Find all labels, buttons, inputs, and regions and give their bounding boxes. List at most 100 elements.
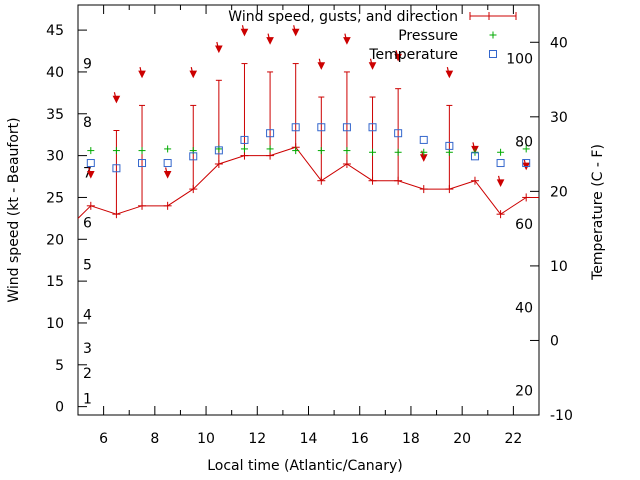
wind-direction-arrow (163, 167, 172, 179)
x-tick-labels: 6 8 10 12 14 16 18 20 22 (99, 431, 522, 447)
tick-marks (77, 5, 540, 416)
x-tick-label: 18 (402, 431, 420, 447)
wind-direction-arrow (394, 50, 402, 62)
wind-direction-arrow (215, 41, 223, 54)
temperature-point (342, 123, 351, 132)
beaufort-label: 1 (83, 391, 92, 407)
legend-wind-swatch (469, 12, 517, 20)
y-left-tick-label: 45 (46, 23, 64, 39)
y-left-tick-label: 35 (46, 107, 64, 123)
y-left-tick-label: 5 (55, 358, 64, 374)
wind-arrow-head (317, 62, 326, 70)
wind-direction-arrow (240, 25, 249, 37)
fahrenheit-labels: 20 40 60 80 100 (506, 52, 533, 400)
legend-temperature-swatch (489, 50, 497, 58)
legend-pressure-swatch (489, 31, 497, 39)
x-tick-label: 14 (300, 431, 318, 447)
beaufort-label: 2 (83, 366, 92, 382)
x-tick-label: 16 (351, 431, 369, 447)
y-right-tick-label: 30 (550, 110, 568, 126)
wind-direction-arrow (112, 92, 121, 104)
y-right-tick-label: 20 (550, 184, 568, 200)
wind-direction-arrow (317, 58, 326, 70)
wind-direction-arrow (445, 66, 454, 79)
beaufort-labels: 1 2 3 4 5 6 7 8 9 (83, 57, 92, 408)
fahrenheit-label: 60 (515, 217, 533, 233)
wind-arrow-head (189, 70, 198, 79)
y-left-tick-label: 40 (46, 65, 64, 81)
beaufort-label: 7 (83, 165, 92, 181)
y-left-tick-label: 25 (46, 190, 64, 206)
y-right-tick-label: 0 (550, 333, 559, 349)
temperature-point (317, 123, 326, 132)
temperature-point (419, 135, 428, 144)
wind-series (77, 25, 539, 219)
wind-direction-arrow (522, 159, 531, 171)
wind-arrow-head (291, 28, 300, 37)
x-tick-label: 10 (197, 431, 215, 447)
wind-direction-arrow (86, 167, 95, 179)
y-left-tick-labels: 0 5 10 15 20 25 30 35 40 45 (46, 23, 64, 416)
pressure-series (87, 145, 530, 156)
y-left-tick-label: 30 (46, 149, 64, 165)
wind-arrow-head (163, 171, 172, 179)
y-left-tick-label: 15 (46, 274, 64, 290)
x-tick-label: 12 (248, 431, 266, 447)
temperature-point (189, 152, 198, 161)
y-left-axis-label: Wind speed (kt - Beaufort) (6, 117, 22, 302)
x-tick-label: 8 (150, 431, 159, 447)
temperature-point (445, 141, 454, 150)
temperature-point (214, 146, 223, 155)
temperature-point (163, 159, 172, 168)
y-left-tick-label: 20 (46, 232, 64, 248)
temperature-point (86, 159, 95, 168)
wind-speed-line (77, 146, 539, 219)
x-axis-label: Local time (Atlantic/Canary) (207, 458, 403, 474)
y-left-tick-label: 10 (46, 316, 64, 332)
fahrenheit-label: 80 (515, 134, 533, 150)
y-right-tick-label: -10 (550, 408, 573, 424)
y-right-axis-label: Temperature (C - F) (590, 144, 606, 281)
wind-arrow-head (138, 70, 146, 79)
temperature-point (240, 135, 249, 144)
wind-direction-arrow (138, 66, 146, 79)
wind-arrow-head (266, 37, 274, 45)
wind-direction-arrow (266, 33, 274, 45)
temperature-point (368, 123, 377, 132)
temperature-point (266, 129, 275, 138)
temperature-point (394, 129, 403, 138)
fahrenheit-label: 40 (515, 301, 533, 317)
wind-arrow-head (240, 28, 249, 37)
wind-arrow-head (445, 70, 454, 79)
fahrenheit-label: 100 (506, 52, 533, 68)
temperature-point (470, 152, 479, 161)
beaufort-label: 4 (83, 308, 92, 324)
wind-arrow-head (343, 37, 351, 45)
fahrenheit-label: 20 (515, 383, 533, 399)
temperature-series (86, 123, 531, 173)
wind-direction-arrow (189, 66, 198, 79)
legend: Wind speed, gusts, and direction Pressur… (228, 9, 517, 63)
wind-direction-arrow (496, 175, 505, 188)
legend-pressure-label: Pressure (398, 28, 458, 44)
wind-direction-arrow (368, 58, 377, 70)
beaufort-label: 3 (83, 341, 92, 357)
temperature-point (138, 159, 147, 168)
beaufort-label: 5 (83, 257, 92, 273)
wind-arrow-head (112, 95, 121, 104)
y-right-tick-label: 10 (550, 259, 568, 275)
legend-temperature-label: Temperature (368, 47, 458, 63)
y-right-tick-labels: -10 0 10 20 30 40 (550, 35, 573, 424)
plot-frame (77, 4, 540, 416)
wind-arrow-head (394, 53, 402, 62)
y-right-tick-label: 40 (550, 35, 568, 51)
beaufort-label: 8 (83, 115, 92, 131)
y-left-tick-label: 0 (55, 400, 64, 416)
wind-arrow-head (86, 171, 95, 179)
x-tick-label: 6 (99, 431, 108, 447)
temperature-point (496, 159, 505, 168)
temperature-point (291, 123, 300, 132)
temperature-point (112, 164, 121, 173)
legend-wind-label: Wind speed, gusts, and direction (228, 9, 458, 25)
